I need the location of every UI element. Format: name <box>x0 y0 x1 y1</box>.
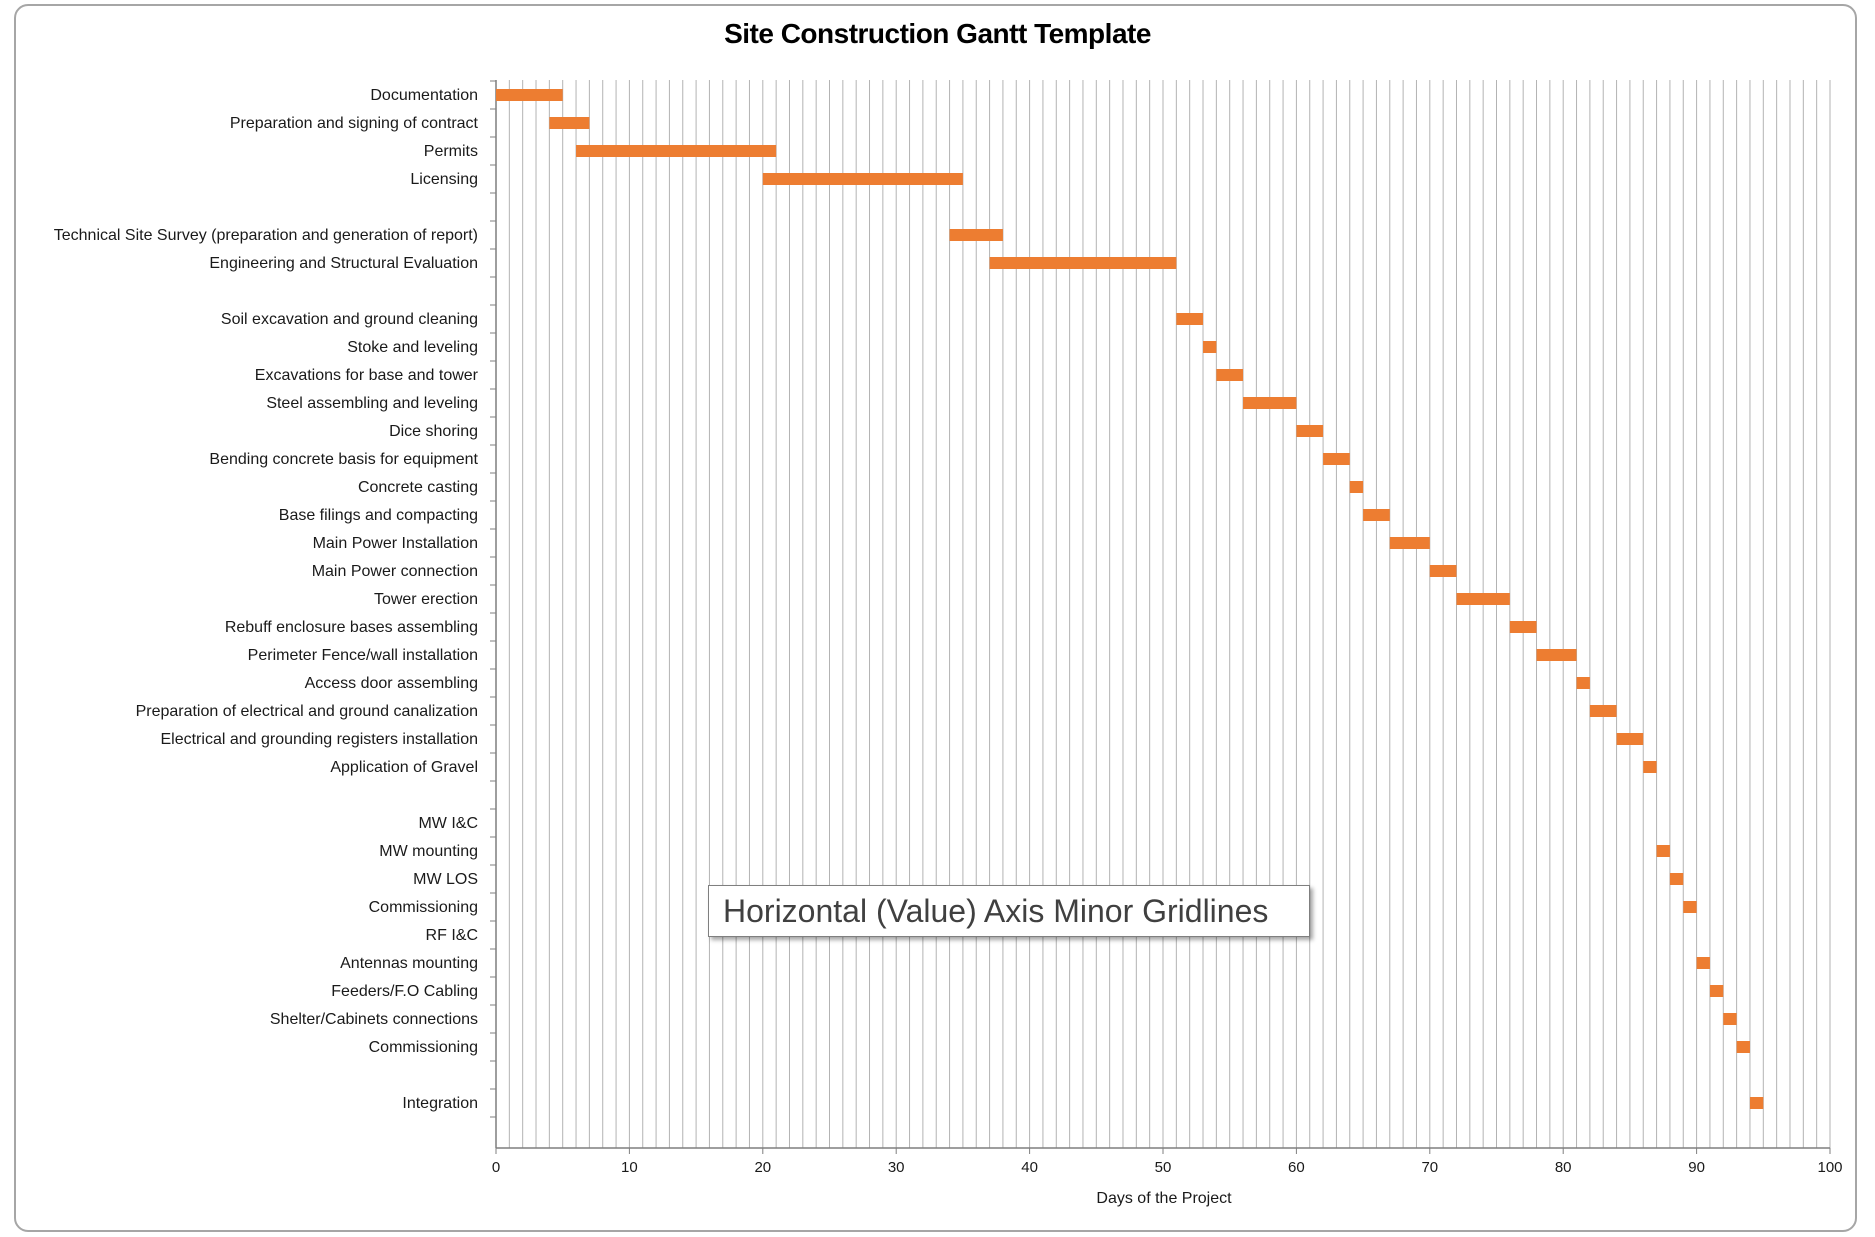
task-bar <box>1456 593 1510 605</box>
task-label: Main Power connection <box>312 563 478 580</box>
task-bar <box>1296 425 1324 437</box>
task-bars <box>496 89 1764 1109</box>
task-label: Preparation and signing of contract <box>230 115 479 132</box>
gridlines-tooltip: Horizontal (Value) Axis Minor Gridlines <box>708 885 1310 937</box>
task-bar <box>1429 565 1457 577</box>
task-bar <box>1363 509 1390 521</box>
task-label: Base filings and compacting <box>279 507 478 524</box>
task-bar <box>1749 1097 1764 1109</box>
task-bar <box>762 173 963 185</box>
task-label: Preparation of electrical and ground can… <box>136 703 478 720</box>
task-label: MW mounting <box>379 843 478 860</box>
x-tick-label: 40 <box>1021 1159 1038 1176</box>
task-bar <box>1349 481 1364 493</box>
task-label: MW I&C <box>418 815 478 832</box>
task-bar <box>1723 1013 1737 1025</box>
task-label: Excavations for base and tower <box>255 367 479 384</box>
task-label: Dice shoring <box>389 423 478 440</box>
task-label: Permits <box>424 143 478 160</box>
task-bar <box>1389 537 1430 549</box>
task-bar <box>1696 957 1710 969</box>
task-bar <box>1616 733 1644 745</box>
task-label: Licensing <box>410 171 478 188</box>
task-bar <box>1203 341 1217 353</box>
x-tick-label: 100 <box>1817 1159 1842 1176</box>
x-tick-label: 0 <box>492 1159 500 1176</box>
task-bar <box>1323 453 1350 465</box>
task-label: Documentation <box>370 87 478 104</box>
x-tick-label: 30 <box>888 1159 905 1176</box>
task-bar <box>1589 705 1617 717</box>
task-label: Rebuff enclosure bases assembling <box>225 619 478 636</box>
task-label: Shelter/Cabinets connections <box>270 1011 478 1028</box>
task-bar <box>1656 845 1670 857</box>
task-label: Commissioning <box>369 899 478 916</box>
task-label: MW LOS <box>413 871 478 888</box>
task-label: Bending concrete basis for equipment <box>209 451 478 468</box>
x-tick-label: 20 <box>754 1159 771 1176</box>
chart-title: Site Construction Gantt Template <box>724 18 1151 49</box>
task-bar <box>1643 761 1657 773</box>
task-label: Tower erection <box>374 591 478 608</box>
task-label: Commissioning <box>369 1039 478 1056</box>
task-bar <box>1576 677 1590 689</box>
x-tick-labels: 0 10 20 30 40 50 60 70 80 90 100 <box>492 1159 1843 1176</box>
task-label: Stoke and leveling <box>347 339 478 356</box>
task-bar <box>1683 901 1697 913</box>
task-bar <box>989 257 1177 269</box>
minor-gridlines <box>508 80 1831 1148</box>
task-bar <box>1536 649 1577 661</box>
task-label: Perimeter Fence/wall installation <box>248 647 478 664</box>
task-bar <box>1243 397 1297 409</box>
task-bar <box>1709 985 1724 997</box>
axes <box>490 80 1831 1154</box>
task-label: Application of Gravel <box>330 759 478 776</box>
x-tick-label: 90 <box>1688 1159 1705 1176</box>
task-bar <box>1509 621 1537 633</box>
task-label: Engineering and Structural Evaluation <box>209 255 478 272</box>
task-bar <box>549 117 590 129</box>
x-tick-label: 70 <box>1421 1159 1438 1176</box>
task-bar <box>1176 313 1204 325</box>
x-tick-label: 80 <box>1555 1159 1572 1176</box>
task-label: Technical Site Survey (preparation and g… <box>54 227 478 244</box>
task-label: Feeders/F.O Cabling <box>331 983 478 1000</box>
task-bar <box>1216 369 1244 381</box>
task-label: Antennas mounting <box>340 955 478 972</box>
x-tick-label: 10 <box>621 1159 638 1176</box>
x-tick-label: 50 <box>1155 1159 1172 1176</box>
task-bar <box>1736 1041 1750 1053</box>
task-bar <box>949 229 1003 241</box>
task-bar <box>496 89 563 101</box>
task-label: Access door assembling <box>305 675 478 692</box>
task-label: Soil excavation and ground cleaning <box>221 311 478 328</box>
task-label: Main Power Installation <box>313 535 478 552</box>
task-bar <box>576 145 777 157</box>
task-label: Electrical and grounding registers insta… <box>160 731 478 748</box>
task-label: RF I&C <box>426 927 478 944</box>
x-axis-title: Days of the Project <box>1096 1190 1232 1207</box>
task-bar <box>1669 873 1684 885</box>
task-label: Steel assembling and leveling <box>266 395 478 412</box>
task-labels: Documentation Preparation and signing of … <box>54 87 479 1112</box>
x-tick-label: 60 <box>1288 1159 1305 1176</box>
task-label: Concrete casting <box>358 479 478 496</box>
task-label: Integration <box>402 1095 478 1112</box>
